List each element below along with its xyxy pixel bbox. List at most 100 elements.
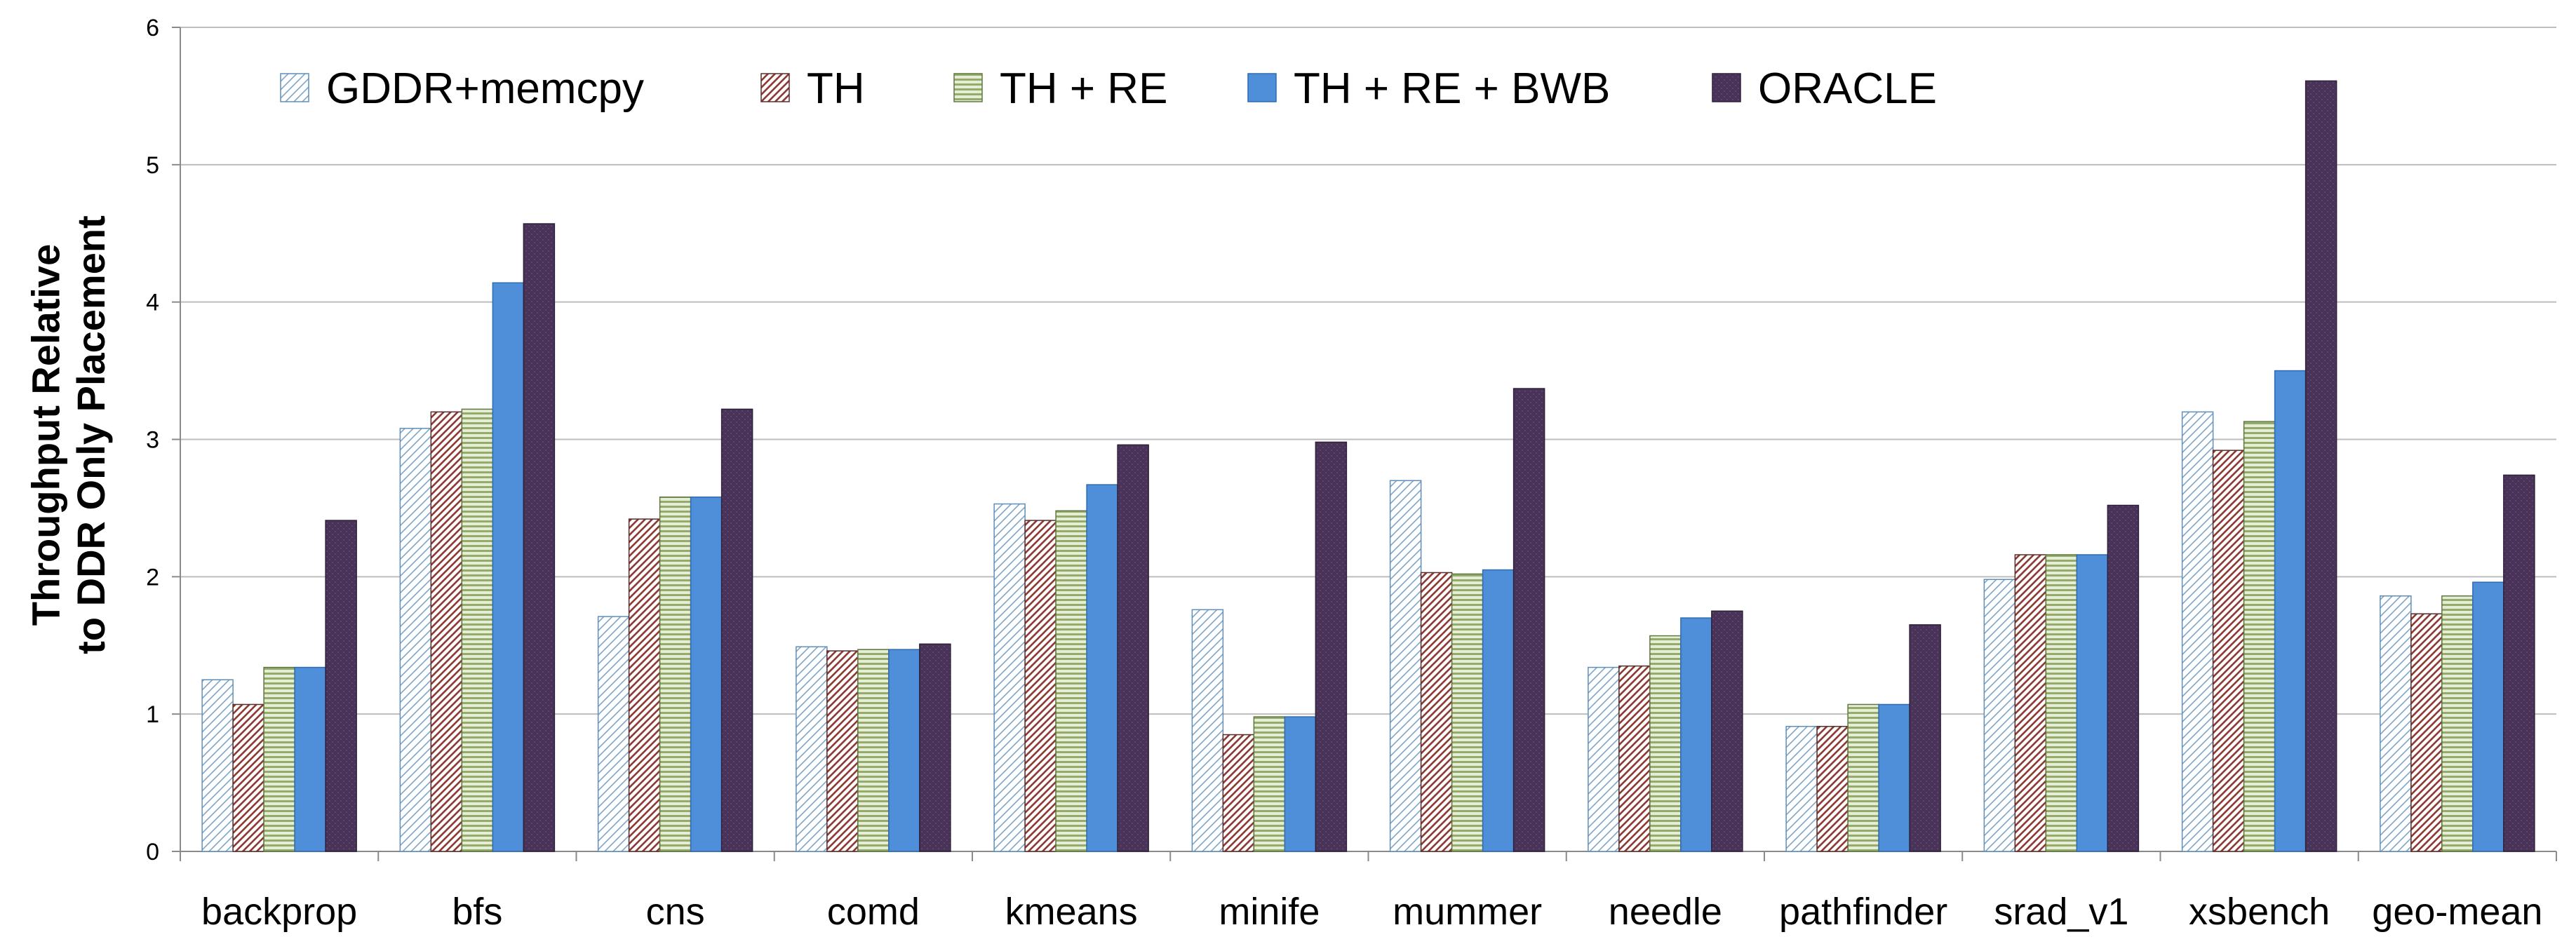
bars — [201, 80, 2535, 852]
y-axis-title-line: Throughput Relative — [23, 244, 67, 626]
gridlines — [180, 27, 2556, 852]
legend-label: TH — [807, 65, 865, 113]
bar-oracle-srad-v1 — [2107, 504, 2140, 852]
bar-th-cns — [628, 518, 661, 852]
bar-th-re-needle — [1649, 635, 1682, 852]
bar-oracle-pathfinder — [1909, 624, 1941, 852]
bar-th-re-comd — [857, 649, 890, 852]
legend-swatch — [1247, 73, 1277, 102]
x-tick-label: srad_v1 — [1994, 891, 2128, 933]
bar-th-re-bwb-kmeans — [1086, 484, 1118, 852]
bar-th-re-cns — [659, 497, 692, 852]
bar-th-re-geo-mean — [2441, 595, 2474, 852]
x-tick-label: bfs — [452, 891, 502, 933]
y-tick-label: 6 — [146, 15, 159, 41]
bar-th-re-bwb-needle — [1680, 617, 1712, 852]
bar-gddr-memcpy-comd — [796, 646, 828, 852]
bar-oracle-kmeans — [1117, 444, 1149, 852]
bar-th-mummer — [1420, 572, 1453, 852]
bar-th-minife — [1222, 734, 1255, 852]
bar-gddr-memcpy-kmeans — [993, 503, 1026, 852]
axes: 0 1 2 3 4 5 6 backprop bfs cns comd kmeans minife mum… — [146, 15, 2557, 933]
bar-th-geo-mean — [2410, 613, 2443, 852]
bar-th-bfs — [430, 411, 463, 852]
bar-th-re-minife — [1253, 716, 1286, 852]
bar-oracle-mummer — [1512, 388, 1545, 852]
bar-gddr-memcpy-pathfinder — [1785, 726, 1818, 852]
legend-swatch — [1712, 73, 1741, 102]
bar-th-needle — [1618, 665, 1651, 852]
bar-gddr-memcpy-xsbench — [2181, 411, 2214, 852]
legend-item: TH — [760, 65, 865, 113]
bar-th-re-bwb-srad-v1 — [2076, 554, 2109, 852]
y-axis-title-line: to DDR Only Placement — [69, 215, 113, 654]
legend-swatch — [280, 73, 309, 102]
bar-gddr-memcpy-needle — [1588, 666, 1620, 852]
x-tick-label: needle — [1609, 891, 1722, 933]
bar-th-re-bwb-backprop — [294, 666, 326, 852]
bar-oracle-backprop — [325, 520, 357, 852]
x-tick-label: mummer — [1393, 891, 1542, 933]
bar-th-re-bwb-minife — [1284, 716, 1317, 852]
bar-th-re-bwb-pathfinder — [1878, 703, 1910, 852]
bar-gddr-memcpy-srad-v1 — [1983, 579, 2016, 852]
bar-th-re-xsbench — [2243, 421, 2276, 852]
x-tick-label: pathfinder — [1779, 891, 1947, 933]
x-tick-label: cns — [646, 891, 705, 933]
y-tick-label: 1 — [146, 701, 159, 728]
legend-item: TH + RE — [953, 65, 1167, 113]
bar-oracle-minife — [1315, 441, 1348, 852]
bar-th-re-bwb-geo-mean — [2472, 581, 2504, 852]
bar-th-re-pathfinder — [1847, 703, 1879, 852]
bar-oracle-cns — [720, 408, 753, 852]
y-tick-label: 5 — [146, 152, 159, 179]
bar-th-xsbench — [2212, 450, 2245, 852]
bar-th-re-bfs — [461, 408, 494, 852]
legend-swatch — [760, 73, 790, 102]
bar-th-re-mummer — [1451, 573, 1484, 852]
bar-th-kmeans — [1024, 520, 1056, 852]
y-tick-label: 0 — [146, 839, 159, 865]
legend-label: TH + RE + BWB — [1294, 65, 1610, 113]
bar-th-re-srad-v1 — [2045, 554, 2078, 852]
bar-oracle-geo-mean — [2503, 474, 2535, 852]
legend-item: ORACLE — [1712, 65, 1937, 113]
bar-gddr-memcpy-cns — [597, 616, 630, 852]
bar-th-backprop — [232, 703, 264, 852]
bar-oracle-comd — [919, 643, 951, 852]
bar-oracle-xsbench — [2305, 80, 2337, 852]
bar-gddr-memcpy-geo-mean — [2380, 595, 2412, 852]
x-tick-label: geo-mean — [2372, 891, 2542, 933]
x-tick-label: kmeans — [1005, 891, 1138, 933]
bar-th-re-bwb-bfs — [492, 282, 525, 852]
bar-th-re-bwb-mummer — [1482, 569, 1515, 852]
legend-item: TH + RE + BWB — [1247, 65, 1610, 113]
bar-th-comd — [826, 650, 859, 852]
y-axis-title: Throughput Relativeto DDR Only Placement — [23, 215, 112, 654]
x-tick-label: comd — [827, 891, 920, 933]
bar-th-srad-v1 — [2014, 554, 2047, 852]
y-tick-label: 2 — [146, 564, 159, 591]
bar-th-re-kmeans — [1055, 510, 1087, 852]
bar-gddr-memcpy-mummer — [1389, 480, 1422, 852]
bar-oracle-needle — [1711, 610, 1743, 852]
bar-th-pathfinder — [1816, 726, 1849, 852]
y-tick-label: 4 — [146, 290, 159, 316]
y-tick-label: 3 — [146, 427, 159, 454]
y-axis-label: Throughput Relativeto DDR Only Placement — [23, 215, 112, 654]
legend-label: GDDR+memcpy — [326, 65, 644, 113]
bar-gddr-memcpy-backprop — [201, 679, 234, 852]
legend-swatch — [953, 73, 983, 102]
bar-gddr-memcpy-bfs — [399, 428, 432, 852]
legend-item: GDDR+memcpy — [280, 65, 644, 113]
legend-label: ORACLE — [1758, 65, 1937, 113]
x-tick-label: backprop — [201, 891, 357, 933]
bar-th-re-bwb-xsbench — [2274, 370, 2307, 852]
legend-label: TH + RE — [1000, 65, 1167, 113]
bar-th-re-bwb-cns — [690, 497, 723, 852]
bar-oracle-bfs — [523, 223, 556, 852]
x-tick-label: minife — [1219, 891, 1320, 933]
bar-gddr-memcpy-minife — [1191, 609, 1224, 852]
